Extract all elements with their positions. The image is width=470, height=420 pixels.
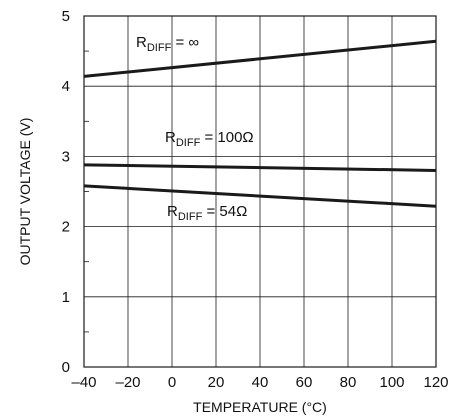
x-tick-label: 100 — [379, 374, 404, 391]
x-tick-label: –20 — [115, 374, 140, 391]
x-tick-label: 20 — [208, 374, 225, 391]
series-label-1: RDIFF = ∞ — [136, 34, 199, 54]
y-tick-label: 0 — [62, 359, 70, 376]
plot-border — [83, 15, 437, 368]
series-labels: RDIFF = ∞ RDIFF = 100Ω RDIFF = 54Ω — [136, 34, 254, 223]
x-tick-label: 60 — [296, 374, 313, 391]
plot-frame — [83, 15, 437, 368]
y-tick-label: 5 — [62, 8, 70, 25]
series-line-2 — [83, 163, 437, 172]
x-tick-label: 0 — [168, 374, 176, 391]
y-tick-label: 3 — [62, 148, 70, 165]
x-tick-label: 40 — [252, 374, 269, 391]
x-tick-labels: –40 –20 0 20 40 60 80 100 120 — [71, 374, 448, 391]
y-tick-label: 2 — [62, 219, 70, 236]
series-lines — [83, 39, 437, 208]
series-label-2: RDIFF = 100Ω — [165, 129, 254, 149]
x-tick-label: –40 — [71, 374, 96, 391]
y-tick-label: 4 — [62, 78, 70, 95]
series-line-3 — [83, 184, 437, 208]
grid — [84, 16, 436, 367]
x-axis-title: TEMPERATURE (°C) — [193, 399, 327, 415]
x-tick-label: 80 — [340, 374, 357, 391]
y-axis-title: OUTPUT VOLTAGE (V) — [17, 118, 33, 266]
y-tick-label: 1 — [62, 289, 70, 306]
series-line-1 — [83, 39, 437, 78]
y-tick-labels: 0 1 2 3 4 5 — [62, 8, 70, 376]
series-label-3: RDIFF = 54Ω — [167, 203, 247, 223]
x-tick-label: 120 — [423, 374, 448, 391]
